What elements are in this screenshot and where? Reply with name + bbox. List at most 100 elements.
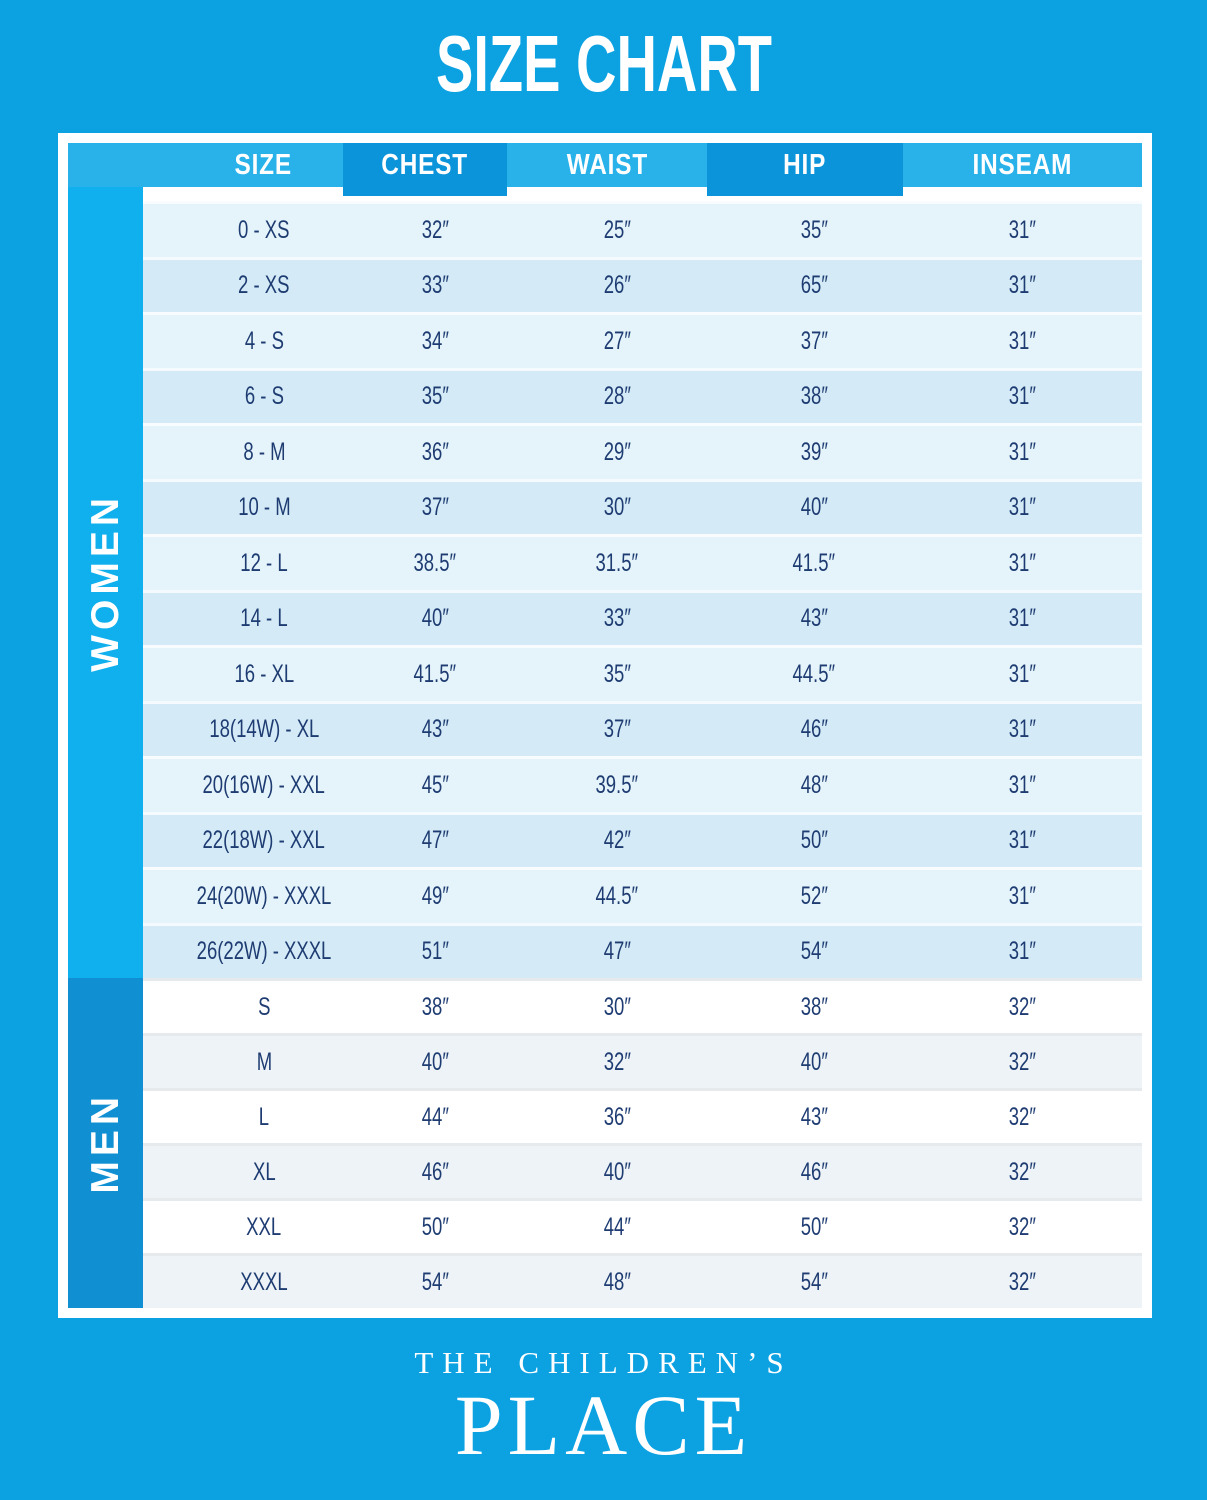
measurement-cell: 50″	[421, 1212, 449, 1241]
size-cell: 8 - M	[242, 437, 286, 466]
measurement-cell: 31″	[1008, 271, 1037, 300]
size-cell: L	[258, 1102, 270, 1131]
table-row: 8 - M 36″ 29″ 39″ 31″	[143, 423, 1142, 479]
header-size: SIZE	[68, 143, 343, 187]
measurement-cell: 25″	[603, 215, 631, 244]
measurement-cell: 31″	[1008, 715, 1037, 744]
measurement-cell: 38″	[800, 992, 828, 1021]
measurement-cell: 46″	[800, 1157, 828, 1186]
measurement-cell: 38.5″	[413, 548, 457, 577]
measurement-cell: 31″	[1008, 326, 1037, 355]
header-waist: WAIST	[507, 143, 707, 187]
header-chest: CHEST	[343, 143, 507, 196]
size-cell: S	[257, 992, 271, 1021]
size-cell: 20(16W) - XXL	[202, 770, 326, 799]
table-row: 6 - S 35″ 28″ 38″ 31″	[143, 367, 1142, 423]
measurement-cell: 40″	[800, 493, 828, 522]
measurement-cell: 31″	[1008, 493, 1037, 522]
size-chart-table: SIZE CHEST WAIST HIP INSEAM WOMEN MEN 0 …	[58, 133, 1152, 1318]
measurement-cell: 31″	[1008, 437, 1037, 466]
measurement-cell: 44″	[421, 1102, 449, 1131]
measurement-cell: 42″	[603, 826, 631, 855]
size-cell: 12 - L	[240, 548, 288, 577]
measurement-cell: 36″	[421, 437, 449, 466]
measurement-cell: 33″	[603, 604, 631, 633]
measurement-cell: 43″	[421, 715, 449, 744]
measurement-cell: 31.5″	[595, 548, 639, 577]
size-cell: XL	[252, 1157, 276, 1186]
measurement-cell: 44.5″	[595, 881, 639, 910]
measurement-cell: 32″	[1008, 1102, 1037, 1131]
measurement-cell: 46″	[800, 715, 828, 744]
measurement-cell: 31″	[1008, 604, 1037, 633]
table-row: 12 - L 38.5″ 31.5″ 41.5″ 31″	[143, 534, 1142, 590]
section-label-women: WOMEN	[83, 493, 127, 672]
measurement-cell: 38″	[800, 382, 828, 411]
measurement-cell: 32″	[1008, 1267, 1037, 1296]
table-row: 0 - XS 32″ 25″ 35″ 31″	[143, 201, 1142, 257]
size-cell: 16 - XL	[234, 659, 294, 688]
table-row: M 40″ 32″ 40″ 32″	[143, 1033, 1142, 1088]
measurement-cell: 40″	[421, 604, 449, 633]
page-title-text: SIZE CHART	[435, 19, 772, 108]
section-sidebar: WOMEN MEN	[68, 187, 143, 1308]
measurement-cell: 32″	[421, 215, 449, 244]
measurement-cell: 48″	[603, 1267, 631, 1296]
measurement-cell: 37″	[421, 493, 449, 522]
measurement-cell: 32″	[1008, 1047, 1037, 1076]
page-title: SIZE CHART	[0, 24, 1207, 104]
measurement-cell: 31″	[1008, 215, 1037, 244]
measurement-cell: 29″	[603, 437, 631, 466]
measurement-cell: 33″	[421, 271, 449, 300]
measurement-cell: 41.5″	[792, 548, 836, 577]
measurement-cell: 49″	[421, 881, 449, 910]
measurement-cell: 52″	[800, 881, 828, 910]
measurement-cell: 28″	[603, 382, 631, 411]
table-rows: 0 - XS 32″ 25″ 35″ 31″ 2 - XS 33″ 26″ 65″ 31″ 4 - …	[143, 187, 1142, 1308]
table-row: 20(16W) - XXL 45″ 39.5″ 48″ 31″	[143, 756, 1142, 812]
measurement-cell: 35″	[603, 659, 631, 688]
measurement-cell: 31″	[1008, 826, 1037, 855]
measurement-cell: 54″	[800, 1267, 828, 1296]
measurement-cell: 32″	[603, 1047, 631, 1076]
table-row: XL 46″ 40″ 46″ 32″	[143, 1143, 1142, 1198]
table-row: 22(18W) - XXL 47″ 42″ 50″ 31″	[143, 811, 1142, 867]
size-cell: 18(14W) - XL	[208, 715, 320, 744]
measurement-cell: 32″	[1008, 1157, 1037, 1186]
size-cell: 22(18W) - XXL	[202, 826, 326, 855]
measurement-cell: 31″	[1008, 881, 1037, 910]
measurement-cell: 39.5″	[595, 770, 639, 799]
table-row: XXL 50″ 44″ 50″ 32″	[143, 1198, 1142, 1253]
measurement-cell: 44″	[603, 1212, 631, 1241]
measurement-cell: 26″	[603, 271, 631, 300]
table-row: 4 - S 34″ 27″ 37″ 31″	[143, 312, 1142, 368]
table-row: 14 - L 40″ 33″ 43″ 31″	[143, 589, 1142, 645]
measurement-cell: 37″	[603, 715, 631, 744]
size-cell: 10 - M	[237, 493, 291, 522]
measurement-cell: 31″	[1008, 937, 1037, 966]
section-label-men: MEN	[83, 1092, 127, 1194]
size-cell: 2 - XS	[238, 271, 290, 300]
measurement-cell: 40″	[421, 1047, 449, 1076]
size-cell: XXL	[246, 1212, 282, 1241]
measurement-cell: 30″	[603, 493, 631, 522]
measurement-cell: 31″	[1008, 770, 1037, 799]
header-hip: HIP	[707, 143, 903, 196]
measurement-cell: 31″	[1008, 659, 1037, 688]
brand-name-top: THE CHILDREN’S	[414, 1345, 793, 1380]
measurement-cell: 38″	[421, 992, 449, 1021]
size-cell: M	[256, 1047, 272, 1076]
size-cell: 6 - S	[244, 382, 284, 411]
measurement-cell: 31″	[1008, 548, 1037, 577]
measurement-cell: 36″	[603, 1102, 631, 1131]
measurement-cell: 41.5″	[413, 659, 457, 688]
table-row: 24(20W) - XXXL 49″ 44.5″ 52″ 31″	[143, 867, 1142, 923]
brand-name-bottom: PLACE	[454, 1377, 753, 1474]
brand-logo: THE CHILDREN’S PLACE	[0, 1345, 1207, 1474]
measurement-cell: 43″	[800, 604, 828, 633]
measurement-cell: 35″	[421, 382, 449, 411]
measurement-cell: 47″	[421, 826, 449, 855]
measurement-cell: 48″	[800, 770, 828, 799]
measurement-cell: 44.5″	[792, 659, 836, 688]
